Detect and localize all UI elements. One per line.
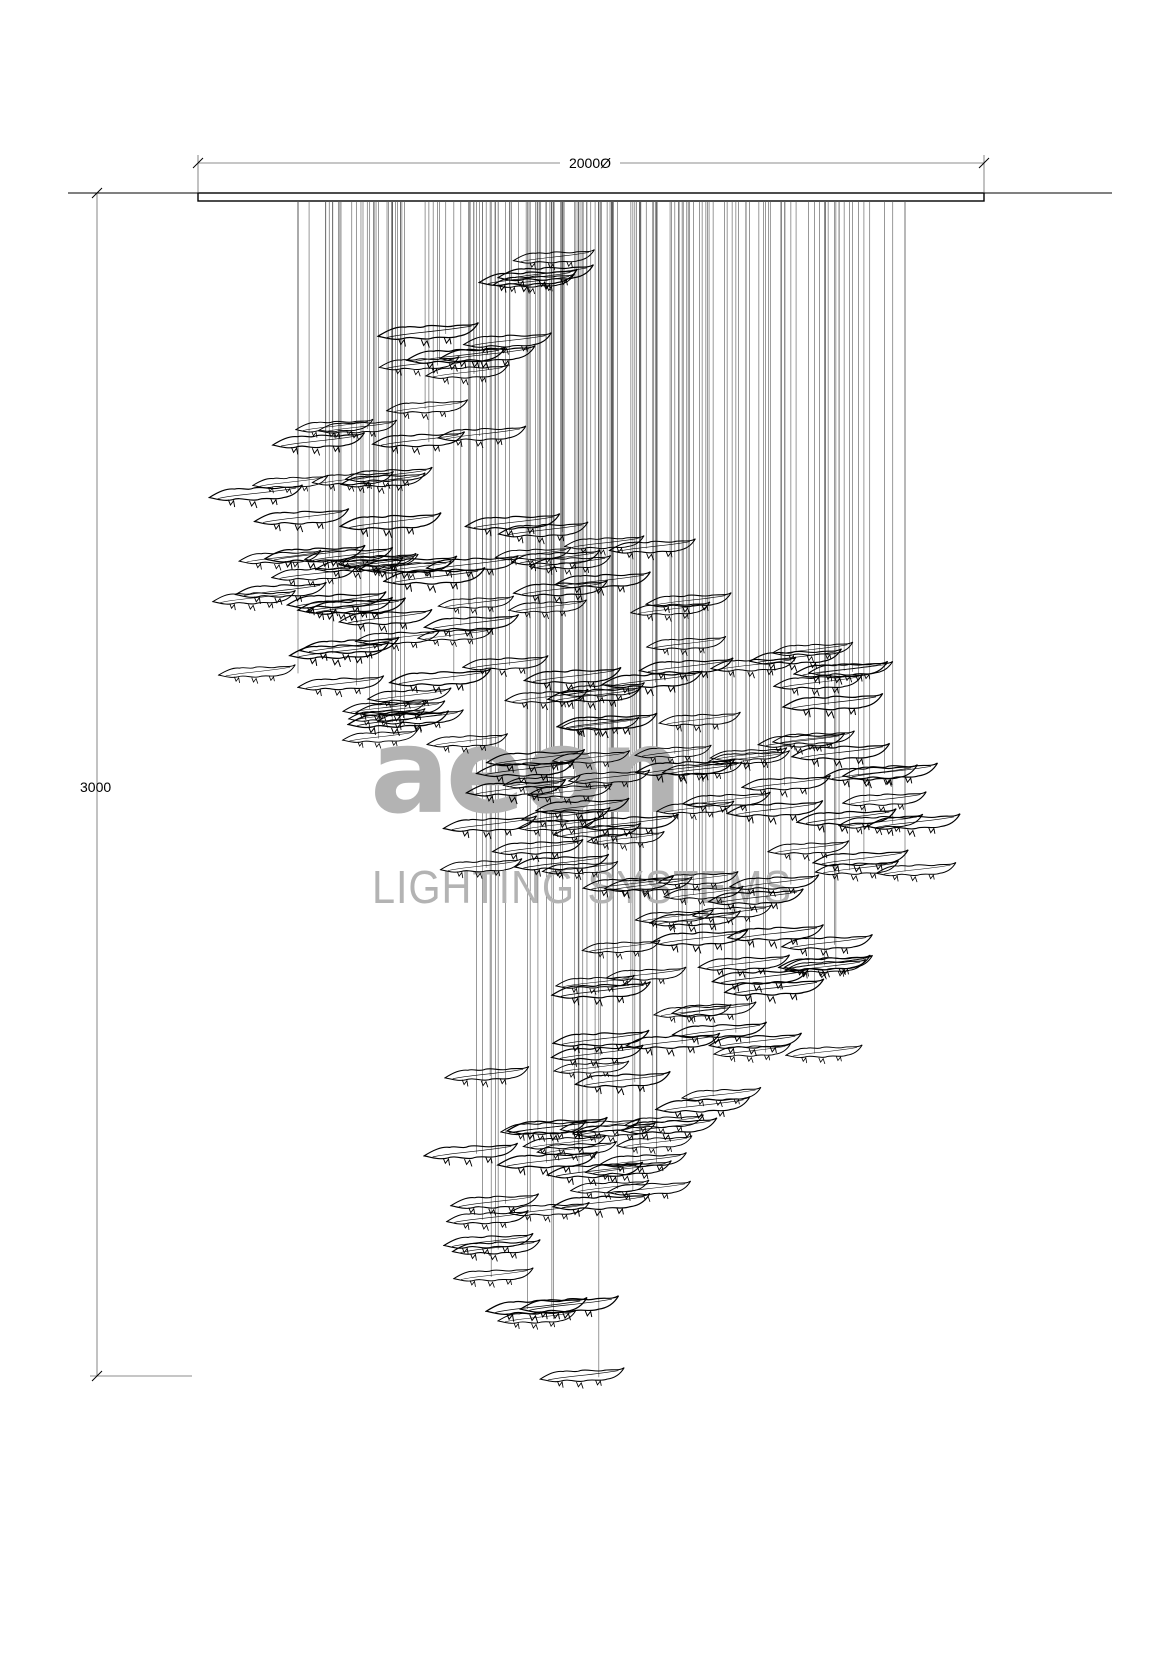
leaf-element bbox=[616, 1135, 693, 1155]
leaf-element bbox=[218, 664, 296, 684]
leaf-element bbox=[423, 613, 520, 639]
ceiling-canopy bbox=[197, 192, 985, 202]
leaf-element bbox=[371, 431, 466, 455]
leaf-element bbox=[437, 425, 527, 448]
leaf-element bbox=[574, 1070, 671, 1096]
leaf-element bbox=[599, 1151, 687, 1175]
width-dimension-label: 2000Ø bbox=[569, 155, 611, 171]
leaf-element bbox=[645, 592, 732, 614]
leaf-element bbox=[646, 635, 727, 657]
leaf-element bbox=[446, 1209, 529, 1231]
leaf-element bbox=[271, 565, 357, 588]
leaf-element bbox=[551, 981, 652, 1007]
leaf-element bbox=[782, 692, 884, 719]
leaf-element bbox=[550, 1044, 644, 1068]
leaf-element bbox=[386, 399, 469, 420]
leaf-element bbox=[584, 1160, 672, 1183]
leaf-element bbox=[842, 791, 927, 813]
leaf-element bbox=[252, 474, 329, 495]
leaf-element bbox=[339, 512, 442, 538]
width-dimension: 2000Ø bbox=[192, 152, 990, 192]
leaf-element bbox=[253, 508, 350, 533]
leaf-element bbox=[822, 764, 919, 789]
leaf-element bbox=[497, 1150, 599, 1177]
leaf-element bbox=[781, 933, 873, 958]
leaf-element bbox=[444, 1065, 530, 1088]
leaf-element bbox=[338, 608, 433, 633]
leaf-element bbox=[423, 1142, 519, 1167]
height-dimension: 3000 bbox=[80, 187, 192, 1382]
leaf-element bbox=[208, 484, 304, 509]
leaf-element bbox=[377, 321, 480, 348]
leaf-element bbox=[464, 513, 561, 538]
leaf-element bbox=[581, 939, 661, 960]
leaf-element bbox=[697, 954, 791, 978]
leaf-element bbox=[785, 1044, 863, 1064]
leaf-element bbox=[609, 538, 696, 561]
leaf-element bbox=[539, 1367, 625, 1389]
leaf-element bbox=[297, 675, 385, 698]
leaf-element bbox=[875, 861, 957, 883]
leaf-element bbox=[437, 595, 515, 615]
leaf-element bbox=[417, 627, 494, 647]
leaf-element bbox=[272, 431, 366, 456]
leaf-element bbox=[681, 1086, 762, 1108]
leaf-element bbox=[708, 750, 791, 771]
height-dimension-label: 3000 bbox=[80, 779, 111, 795]
leaf-element bbox=[453, 1267, 534, 1288]
leaf-element bbox=[791, 742, 891, 768]
leaf-element bbox=[812, 849, 909, 874]
